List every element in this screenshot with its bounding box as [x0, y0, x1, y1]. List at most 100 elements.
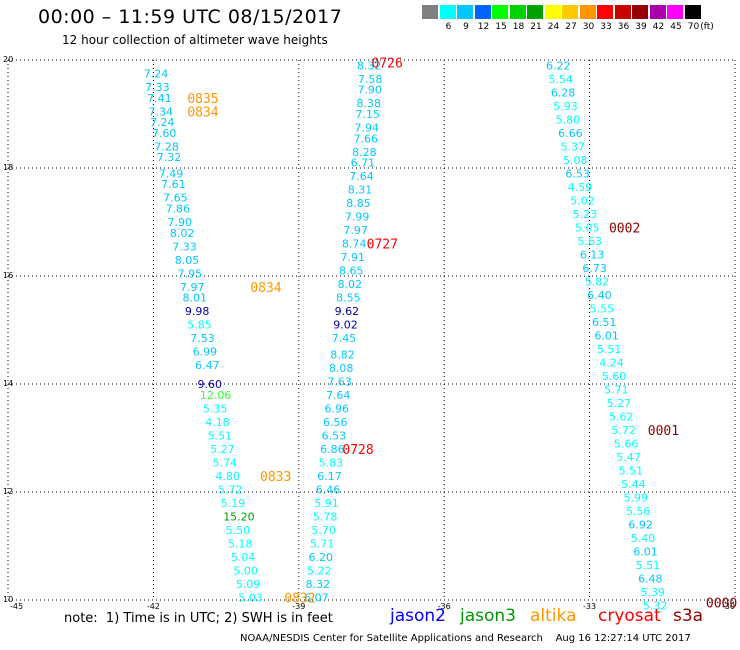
wave-height-value: 5.60	[602, 370, 627, 383]
wave-height-value: 8.65	[339, 265, 364, 278]
wave-height-value: 7.34	[149, 105, 174, 118]
wave-height-value: 9.60	[198, 378, 223, 391]
lat-tick-label: 20	[3, 55, 13, 64]
legend-swatch	[422, 5, 438, 19]
wave-height-value: 5.54	[548, 73, 573, 86]
legend-unit-label: (ft)	[700, 22, 714, 32]
wave-height-value: 7.53	[190, 332, 215, 345]
wave-height-value: 9.62	[335, 305, 360, 318]
wave-height-value: 5.19	[221, 497, 246, 510]
legend-swatch	[684, 5, 701, 19]
legend-swatch	[667, 5, 683, 19]
legend-bin-label: 42	[652, 22, 665, 32]
wave-height-value: 5.44	[621, 478, 646, 491]
wave-height-value: 5.62	[609, 410, 634, 423]
map-subtitle: 12 hour collection of altimeter wave hei…	[62, 33, 328, 47]
wave-height-value: 7.61	[161, 178, 186, 191]
pass-time-label: 0832	[284, 591, 315, 606]
wave-height-value: 7.28	[154, 140, 179, 153]
wave-height-value: 5.93	[553, 100, 578, 113]
lon-tick-label: -45	[10, 602, 23, 610]
wave-height-value: 5.78	[313, 510, 338, 523]
legend-swatch	[649, 5, 666, 19]
lat-tick-label: 10	[3, 595, 13, 604]
wave-height-value: 7.65	[163, 192, 188, 205]
pass-time-label: 0000	[706, 597, 737, 610]
wave-height-value: 6.20	[308, 551, 333, 564]
wave-height-value: 5.22	[307, 564, 332, 577]
wave-height-value: 7.90	[357, 84, 382, 97]
wave-height-value: 6.66	[558, 127, 583, 140]
legend-swatch	[439, 5, 456, 19]
legend-bin-label: 30	[582, 22, 595, 32]
satellite-label-s3a: s3a	[673, 606, 704, 626]
wave-height-value: 7.33	[172, 240, 197, 253]
wave-height-value: 6.01	[633, 545, 658, 558]
wave-height-value: 7.45	[332, 332, 357, 345]
lon-tick-label: -39	[292, 602, 305, 610]
wave-height-value: 8.74	[342, 238, 367, 251]
pass-time-label: 0727	[367, 238, 398, 253]
wave-height-value: 5.71	[604, 383, 629, 396]
wave-height-value: 5.27	[607, 397, 632, 410]
wave-height-value: 5.56	[626, 505, 651, 518]
wave-height-value: 5.82	[585, 275, 610, 288]
wave-height-value: 5.05	[575, 221, 600, 234]
wave-height-value: 6.22	[546, 59, 571, 72]
wave-height-value: 7.91	[340, 251, 365, 264]
wave-height-value: 7.60	[152, 127, 177, 140]
wave-height-value: 5.63	[577, 235, 602, 248]
wave-height-value: 5.09	[236, 578, 261, 591]
legend-bin-label: 15	[495, 22, 507, 32]
wave-height-value: 7.99	[345, 211, 370, 224]
wave-height-value: 5.18	[228, 537, 253, 550]
wave-height-value: 8.08	[329, 362, 354, 375]
wave-height-value: 5.27	[210, 443, 235, 456]
wave-height-value: 9.02	[333, 319, 358, 332]
wave-height-value: 5.66	[614, 437, 639, 450]
wave-height-value: 7.24	[150, 116, 175, 129]
legend-swatch	[527, 5, 543, 19]
wave-height-value: 12.06	[200, 389, 232, 402]
satellite-label-jason2: jason2	[390, 606, 446, 626]
wave-height-value: 6.47	[195, 359, 220, 372]
lon-tick-label: -33	[583, 602, 596, 610]
wave-height-value: 7.97	[180, 281, 205, 294]
satellite-label-cryosat: cryosat	[598, 606, 661, 626]
wave-height-value: 7.66	[354, 132, 379, 145]
wave-height-value: 5.74	[213, 456, 238, 469]
wave-height-value: 6.46	[316, 483, 341, 496]
wave-height-value: 5.00	[233, 564, 258, 577]
wave-height-value: 7.64	[349, 170, 374, 183]
pass-time-label: 0834	[250, 281, 281, 296]
wave-height-value: 6.73	[582, 262, 607, 275]
wave-height-value: 9.98	[185, 305, 210, 318]
wave-height-value: 6.96	[324, 402, 349, 415]
wave-height-value: 5.71	[310, 537, 335, 550]
lat-tick-label: 16	[3, 271, 13, 280]
wave-height-value: 6.99	[193, 346, 218, 359]
satellite-label-jason3: jason3	[460, 606, 516, 626]
wave-height-value: 7.64	[326, 389, 351, 402]
wave-height-value: 6.07	[304, 591, 329, 604]
wave-height-value: 8.32	[357, 59, 382, 72]
pass-time-label: 0834	[187, 105, 218, 120]
wave-height-value: 5.72	[218, 483, 243, 496]
lat-tick-label: 14	[3, 379, 13, 388]
wave-height-value: 6.48	[638, 572, 663, 585]
wave-height-value: 8.05	[175, 254, 200, 267]
wave-height-value: 5.99	[624, 491, 649, 504]
wave-height-value: 7.41	[147, 92, 172, 105]
wave-height-value: 8.02	[338, 278, 363, 291]
wave-height-value: 7.94	[355, 122, 380, 135]
wave-height-value: 6.53	[565, 167, 590, 180]
legend-swatch	[632, 5, 648, 19]
lat-tick-label: 18	[3, 163, 13, 172]
wave-height-value: 4.80	[215, 470, 240, 483]
wave-height-value: 7.63	[327, 375, 352, 388]
wave-height-value: 5.04	[231, 551, 256, 564]
wave-height-value: 7.49	[159, 167, 184, 180]
wave-height-value: 5.03	[238, 591, 263, 604]
legend-bin-label: 39	[635, 22, 647, 32]
legend-bin-label: 18	[512, 22, 525, 32]
